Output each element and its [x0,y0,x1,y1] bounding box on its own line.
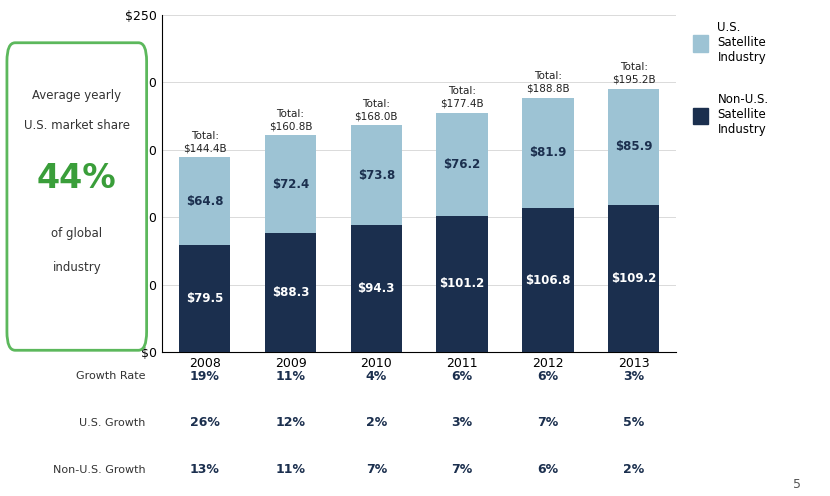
Text: 12%: 12% [276,416,305,430]
Text: Growth Rate: Growth Rate [76,371,146,381]
Text: Total:
$195.2B: Total: $195.2B [612,62,656,85]
Text: $88.3: $88.3 [271,286,310,299]
Text: U.S. Growth: U.S. Growth [80,418,146,428]
Text: $76.2: $76.2 [443,158,481,171]
Text: 5%: 5% [623,416,644,430]
Text: Total:
$168.0B: Total: $168.0B [354,99,398,122]
Text: $79.5: $79.5 [186,292,223,305]
Text: $109.2: $109.2 [611,272,657,285]
Bar [265,135,316,233]
Bar [608,89,659,205]
FancyBboxPatch shape [7,43,147,350]
Bar [179,158,231,245]
Text: 3%: 3% [623,370,644,382]
Text: 7%: 7% [452,463,472,476]
Bar [522,98,574,208]
Text: $106.8: $106.8 [525,274,570,287]
Text: 3%: 3% [452,416,472,430]
Text: 7%: 7% [537,416,559,430]
Text: 5: 5 [793,478,801,491]
Text: 19%: 19% [190,370,220,382]
Text: $94.3: $94.3 [358,282,395,295]
Text: 4%: 4% [366,370,387,382]
Bar [437,113,488,216]
Text: 6%: 6% [452,370,472,382]
Bar [350,125,402,225]
Text: of global: of global [51,227,102,240]
Bar [265,233,316,352]
Text: $73.8: $73.8 [358,169,395,182]
Bar [350,225,402,352]
Text: Total:
$160.8B: Total: $160.8B [269,109,312,131]
Text: industry: industry [52,261,101,274]
Text: $81.9: $81.9 [529,146,567,159]
Text: $72.4: $72.4 [272,178,309,190]
Text: $85.9: $85.9 [615,140,652,153]
Legend: U.S.
Satellite
Industry, Non-U.S.
Satellite
Industry: U.S. Satellite Industry, Non-U.S. Satell… [693,21,769,136]
Text: 13%: 13% [190,463,220,476]
Text: 11%: 11% [276,463,305,476]
Bar [437,216,488,352]
Y-axis label: $ Billions: $ Billions [105,155,118,212]
Text: 6%: 6% [537,370,559,382]
Bar [179,245,231,352]
Text: $64.8: $64.8 [186,195,223,208]
Text: 7%: 7% [366,463,387,476]
Text: 2%: 2% [366,416,387,430]
Text: U.S. market share: U.S. market share [24,119,129,132]
Text: 11%: 11% [276,370,305,382]
Text: Total:
$188.8B: Total: $188.8B [526,71,569,94]
Bar [608,205,659,352]
Text: 6%: 6% [537,463,559,476]
Text: 44%: 44% [37,162,116,194]
Text: Non-U.S. Growth: Non-U.S. Growth [53,465,146,475]
Text: Total:
$177.4B: Total: $177.4B [440,86,484,109]
Text: 2%: 2% [623,463,644,476]
Text: 26%: 26% [190,416,220,430]
Text: Average yearly: Average yearly [32,88,121,102]
Bar [522,208,574,352]
Text: $101.2: $101.2 [439,277,485,290]
Text: Total:
$144.4B: Total: $144.4B [183,131,227,153]
